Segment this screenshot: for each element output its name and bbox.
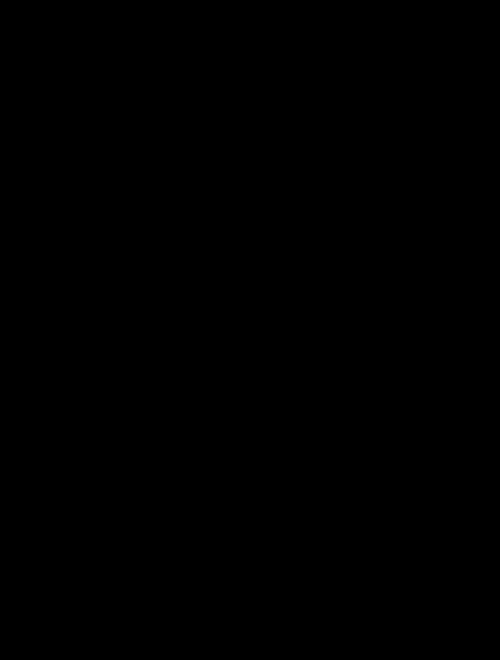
- line-chart-panel: [0, 110, 500, 260]
- intraday-panel: [164, 492, 324, 658]
- candlestick-chart-panel: [0, 275, 500, 475]
- adx-macd-panel: [0, 492, 160, 658]
- stochastics-panel: [328, 492, 500, 658]
